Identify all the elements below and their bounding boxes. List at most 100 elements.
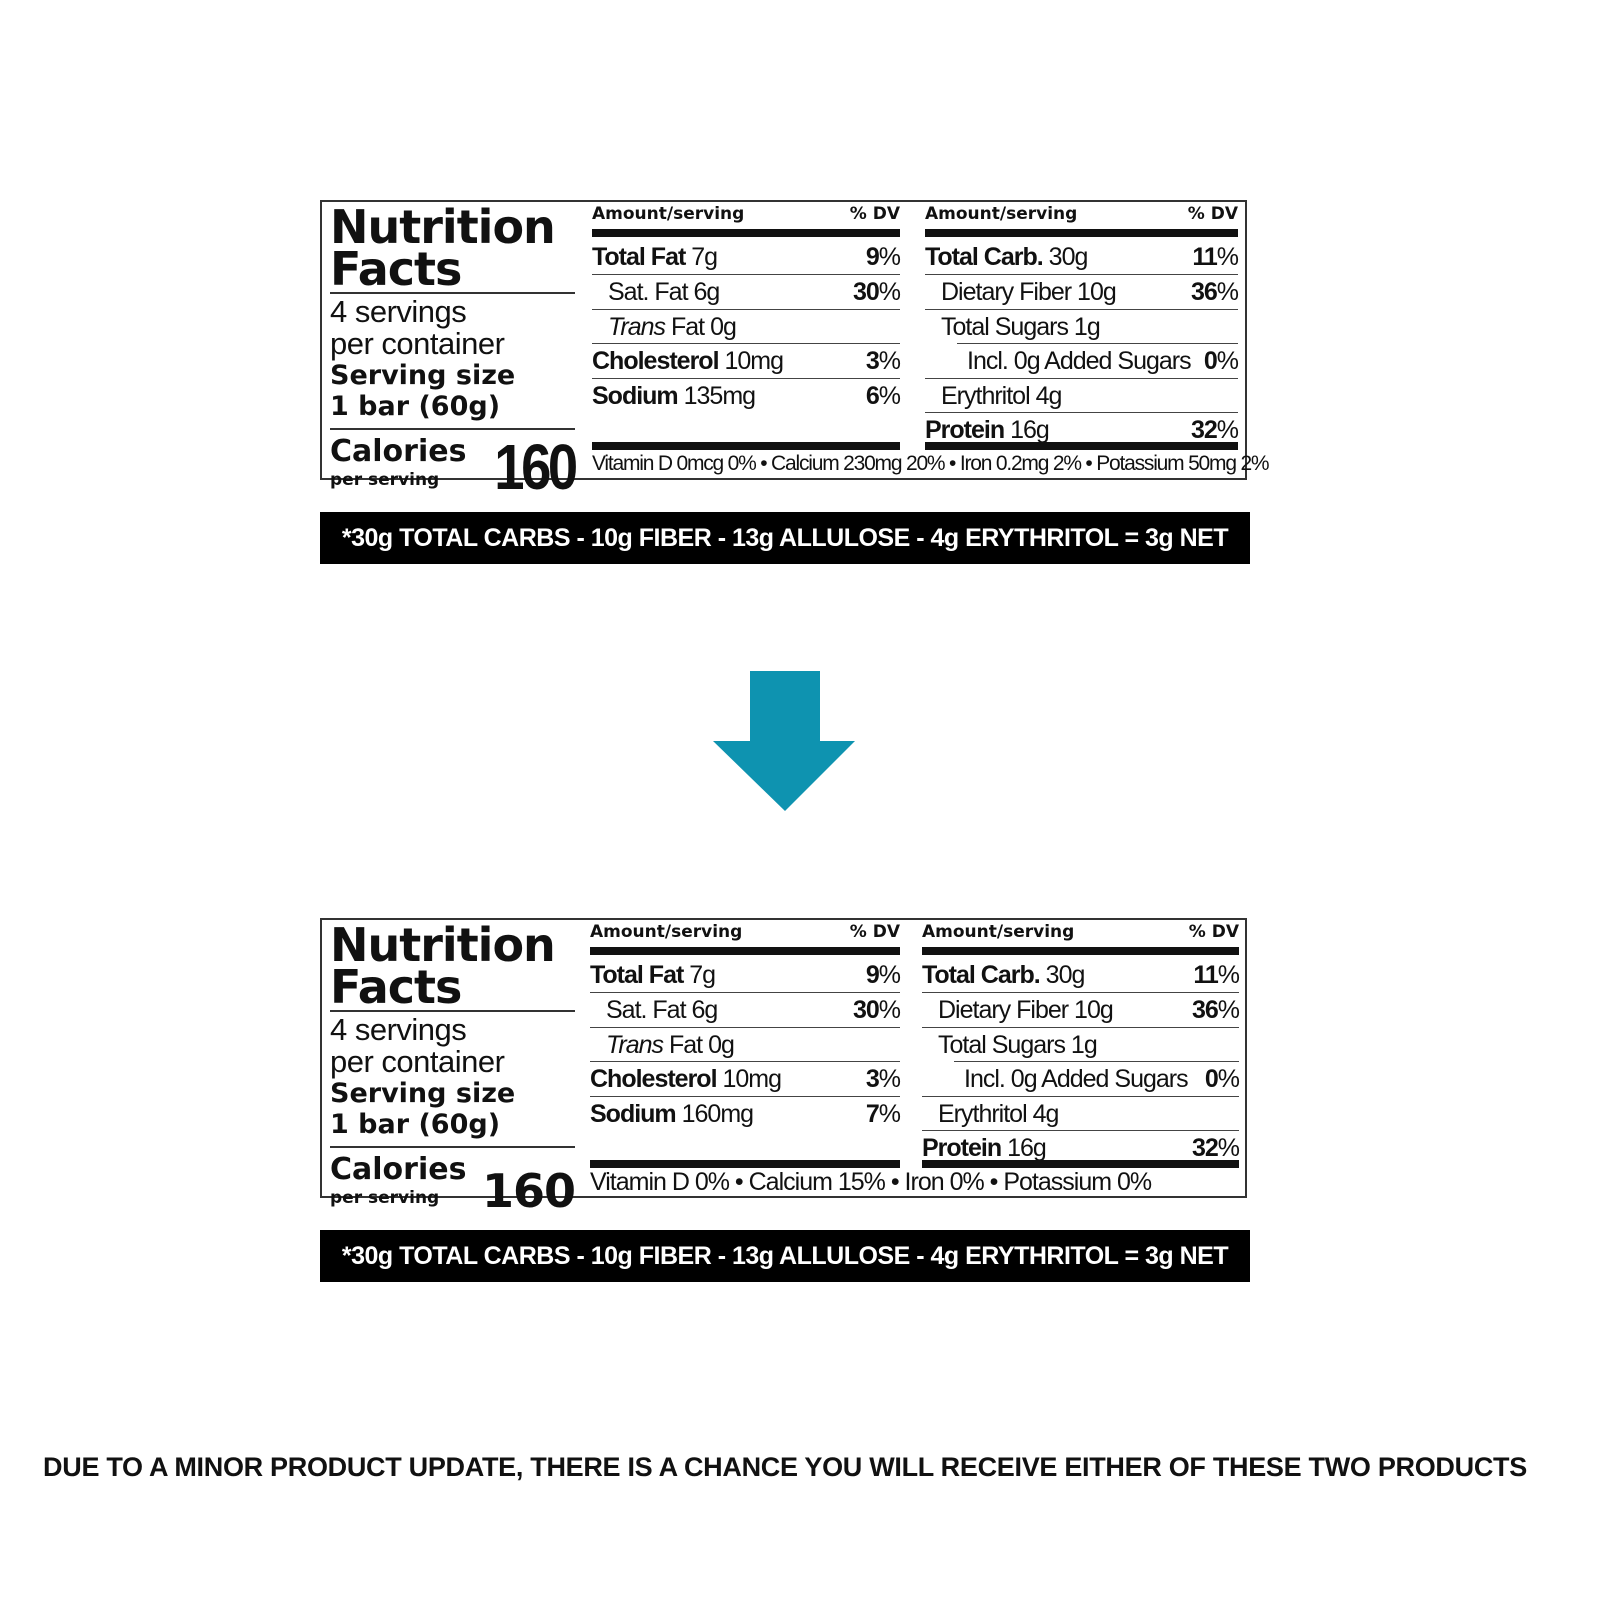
nutrient-amount: Total Sugars 1g — [941, 313, 1101, 341]
title-line-2: Facts — [330, 960, 462, 1014]
nutrient-amount: 135mg — [677, 382, 756, 410]
daily-value: 3% — [865, 1062, 901, 1096]
header-amount: Amount/serving — [922, 922, 1075, 942]
daily-value: 30% — [853, 993, 901, 1027]
nutrient-name: Sodium — [592, 382, 679, 410]
daily-value: 11% — [1192, 240, 1239, 274]
nutrient-row: Sodium 160mg 7% — [590, 1096, 901, 1131]
nutrient-row: Incl. 0g Added Sugars 0% — [957, 343, 1239, 378]
thick-rule — [590, 947, 900, 955]
dv-percent: % — [878, 347, 901, 375]
dv-percent: % — [878, 278, 901, 306]
left-column: Amount/serving% DV Total Fat 7g 9% Sat. Fat… — [590, 920, 901, 1196]
nutrient-amount: 7g — [683, 961, 716, 989]
nutrient-row: Dietary Fiber 10g 36% — [925, 274, 1239, 309]
net-carbs-banner-new: *30g TOTAL CARBS - 10g FIBER - 13g ALLUL… — [320, 1230, 1250, 1322]
dv-number: 9 — [865, 961, 880, 989]
nutrient-name: Total Carb. — [922, 961, 1041, 989]
calories-block: Calories per serving 160 — [330, 431, 578, 503]
daily-value: 7% — [866, 1097, 901, 1131]
header-dv: % DV — [849, 922, 900, 942]
nutrient-name: Total Fat — [590, 961, 684, 989]
header-amount: Amount/serving — [592, 204, 745, 224]
label-summary: Nutrition Facts 4 servings per container Ser… — [330, 200, 578, 503]
thick-rule — [925, 229, 1238, 237]
daily-value: 36% — [1191, 275, 1239, 309]
nutrient-row: Total Fat 7g 9% — [590, 958, 901, 992]
daily-value: 9% — [865, 958, 901, 992]
daily-value: 32% — [1190, 413, 1239, 447]
right-column: Amount/serving% DV Total Carb. 30g 11% Diet… — [925, 202, 1239, 478]
left-column: Amount/serving% DV Total Fat 7g 9% Sat. Fat… — [592, 202, 901, 478]
divider — [330, 1146, 575, 1148]
nutrient-row: Protein 16g 32% — [922, 1130, 1240, 1165]
vitamins-minerals: Vitamin D 0% • Calcium 15% • Iron 0% • P… — [590, 1168, 1152, 1196]
thick-rule — [592, 229, 900, 237]
calories-label: Calories — [330, 1152, 467, 1187]
dv-percent: % — [1216, 278, 1239, 306]
product-update-notice: DUE TO A MINOR PRODUCT UPDATE, THERE IS … — [43, 1452, 1527, 1482]
nutrient-row: Total Fat 7g 9% — [592, 240, 901, 274]
dv-number: 3 — [865, 1065, 880, 1093]
daily-value: 3% — [866, 344, 901, 378]
dv-percent: % — [1217, 961, 1240, 989]
nutrition-facts-title: Nutrition Facts — [330, 922, 575, 1014]
nutrient-italic: Trans — [608, 313, 666, 341]
serving-size-label: Serving size — [330, 1078, 516, 1109]
nutrient-row: Sat. Fat 6g 30% — [590, 992, 901, 1027]
nutrient-row: Erythritol 4g — [922, 1096, 1239, 1131]
title-line-2: Facts — [330, 242, 462, 296]
nutrient-amount: Erythritol 4g — [938, 1100, 1059, 1128]
dv-number: 36 — [1191, 996, 1219, 1024]
header-amount: Amount/serving — [925, 204, 1078, 224]
thick-rule — [922, 947, 1239, 955]
nutrient-amount: Fat 0g — [665, 313, 737, 341]
nutrition-facts-title: Nutrition Facts — [330, 200, 575, 296]
serving-size-label: Serving size — [330, 360, 516, 391]
serving-size: 1 bar (60g) — [330, 1109, 501, 1140]
nutrient-row: Total Carb. 30g 11% — [925, 240, 1239, 274]
title-line-1: Nutrition — [330, 200, 556, 254]
nutrient-row: Total Carb. 30g 11% — [922, 958, 1240, 992]
nutrition-facts-label: Nutrition Facts 4 servings per container Ser… — [320, 200, 1270, 503]
nutrient-amount: Erythritol 4g — [941, 382, 1062, 410]
dv-percent: % — [1217, 996, 1240, 1024]
dv-number: 0 — [1204, 1065, 1219, 1093]
dv-number: 30 — [852, 278, 880, 306]
nutrient-name: Protein — [925, 416, 1005, 444]
header-amount: Amount/serving — [590, 922, 743, 942]
vitamins-minerals: Vitamin D 0mcg 0% • Calcium 230mg 20% • … — [592, 452, 1270, 475]
dv-percent: % — [878, 1065, 901, 1093]
dv-number: 0 — [1203, 347, 1218, 375]
arrow-down-icon — [713, 671, 855, 811]
nutrient-row: Sat. Fat 6g 30% — [592, 274, 901, 309]
column-header: Amount/serving % DV — [925, 204, 1238, 228]
nutrition-facts-label: Nutrition Facts 4 servings per container Ser… — [320, 918, 1247, 1218]
nutrient-name: Total Fat — [592, 243, 686, 271]
dv-number: 9 — [865, 243, 880, 271]
dv-number: 11 — [1192, 243, 1217, 271]
dv-percent: % — [1217, 1065, 1240, 1093]
nutrient-name: Protein — [922, 1134, 1002, 1162]
divider — [330, 428, 575, 430]
nutrient-amount: Sat. Fat 6g — [606, 996, 718, 1024]
nutrient-row: Cholesterol 10mg 3% — [590, 1061, 901, 1096]
nutrient-row: Trans Fat 0g — [592, 309, 900, 344]
nutrient-row: Dietary Fiber 10g 36% — [922, 992, 1240, 1027]
calories-value: 160 — [494, 431, 578, 503]
nutrient-name: Sodium — [590, 1100, 677, 1128]
dv-number: 32 — [1190, 416, 1218, 444]
dv-percent: % — [1216, 243, 1239, 271]
servings: 4 servings — [330, 294, 467, 329]
divider — [330, 292, 575, 294]
nutrient-amount: 10mg — [718, 347, 784, 375]
daily-value: 11% — [1193, 958, 1240, 992]
nutrient-amount: Incl. 0g Added Sugars — [964, 1065, 1189, 1093]
nutrient-row: Total Sugars 1g — [925, 309, 1238, 344]
nutrient-amount: 16g — [1001, 1134, 1047, 1162]
header-dv: % DV — [1188, 922, 1239, 942]
serving-size: 1 bar (60g) — [330, 391, 501, 422]
label-summary: Nutrition Facts 4 servings per container Ser… — [330, 920, 576, 1218]
nutrient-name: Total Carb. — [925, 243, 1044, 271]
calories-block: Calories per serving 160 — [330, 1150, 576, 1218]
